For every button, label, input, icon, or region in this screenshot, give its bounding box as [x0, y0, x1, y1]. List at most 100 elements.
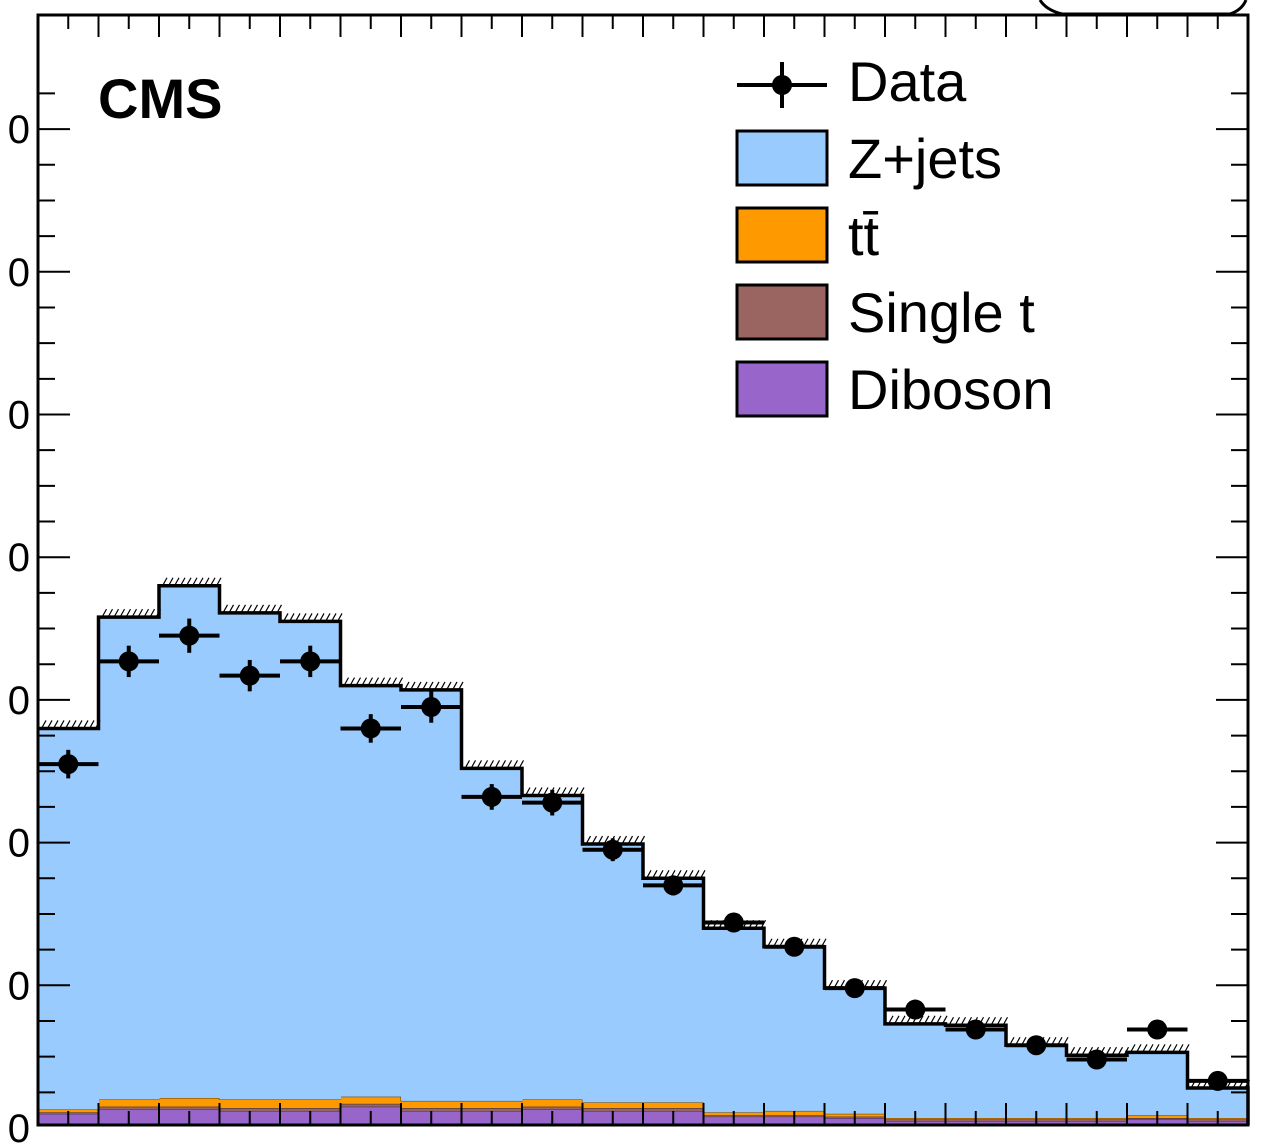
data-marker-18	[1147, 1019, 1168, 1040]
legend-entry-data: Data	[737, 50, 967, 113]
hatch-1	[100, 608, 162, 619]
hatch-16	[1008, 1036, 1069, 1047]
data-point-9	[582, 838, 643, 862]
hatch-17	[1068, 1046, 1130, 1057]
data-point-2	[159, 618, 220, 653]
ytick-label-7: 0	[8, 108, 30, 152]
data-point-8	[522, 789, 583, 816]
legend-swatch-singlet	[735, 283, 829, 341]
bar-tt-2	[159, 1098, 221, 1107]
hatch-14	[887, 1015, 948, 1026]
axis-ticks	[37, 15, 1249, 1125]
bar-tt-3	[219, 1099, 281, 1109]
bar-z-jets-10	[643, 878, 705, 1103]
data-marker-9	[602, 839, 623, 860]
bar-single-t-1	[98, 1106, 160, 1110]
bar-single-t-6	[401, 1108, 463, 1111]
bar-tt-4	[280, 1099, 342, 1109]
bar-z-jets-8	[522, 795, 584, 1100]
bar-z-jets-13	[824, 988, 886, 1114]
bar-z-jets-7	[461, 768, 523, 1101]
bar-tt-1	[98, 1099, 160, 1107]
data-point-3	[219, 659, 280, 692]
hatch-10	[645, 869, 706, 880]
bar-single-t-2	[159, 1106, 221, 1110]
bar-single-t-5	[340, 1103, 402, 1107]
bar-single-t-8	[522, 1106, 584, 1110]
data-point-1	[98, 645, 159, 678]
mc-uncertainty-hatch	[40, 577, 1251, 1090]
hatch-5	[342, 677, 404, 687]
hatch-11	[705, 919, 767, 930]
bar-z-jets-9	[582, 844, 644, 1103]
ytick-label-5: 0	[8, 394, 30, 438]
hatch-0	[40, 720, 101, 730]
ytick-label-1: 0	[8, 964, 30, 1008]
clipped-label-fragment	[1038, 0, 1248, 16]
bar-tt-7	[461, 1100, 523, 1109]
data-point-16	[1006, 1035, 1067, 1056]
bar-z-jets-16	[1006, 1045, 1068, 1119]
data-marker-2	[179, 625, 200, 646]
stacked-bars	[38, 585, 1248, 1125]
bar-z-jets-5	[340, 685, 402, 1097]
hatch-13	[826, 979, 888, 990]
data-marker-7	[481, 786, 502, 807]
data-point-14	[885, 999, 946, 1020]
hatch-12	[766, 938, 827, 949]
data-marker-5	[360, 718, 381, 739]
data-marker-13	[844, 978, 865, 999]
bar-tt-9	[582, 1102, 644, 1109]
legend-label-diboson: Diboson	[848, 358, 1053, 421]
data-point-0	[38, 749, 99, 779]
bar-tt-10	[643, 1102, 705, 1109]
hatch-15	[947, 1016, 1009, 1027]
bar-tt-8	[522, 1099, 584, 1107]
legend-entry-zjets: Z+jets	[735, 127, 1002, 190]
hatch-9	[584, 835, 646, 846]
mc-total-outline	[38, 583, 1250, 1125]
bar-tt-5	[340, 1096, 402, 1104]
data-point-18	[1127, 1019, 1188, 1040]
legend-data-marker	[772, 75, 792, 95]
legend-label-ttbar: tt̄	[848, 204, 880, 267]
hatch-8	[524, 787, 585, 797]
data-marker-14	[905, 999, 926, 1020]
hatch-4	[282, 613, 343, 623]
legend-entry-singlet: Single t	[735, 281, 1035, 344]
bar-single-t-4	[280, 1108, 342, 1111]
legend-label-data: Data	[848, 50, 967, 113]
legend-swatch-zjets	[735, 129, 829, 187]
ytick-label-4: 0	[8, 536, 30, 580]
hatch-18	[1129, 1044, 1190, 1054]
bar-z-jets-12	[764, 946, 826, 1111]
data-marker-17	[1086, 1049, 1107, 1070]
bar-tt-6	[401, 1100, 463, 1109]
ytick-label-6: 0	[8, 251, 30, 295]
data-marker-0	[58, 754, 79, 775]
data-point-10	[643, 875, 704, 896]
bar-z-jets-11	[703, 928, 765, 1113]
bar-single-t-3	[219, 1108, 281, 1111]
cms-label: CMS	[98, 67, 222, 130]
data-marker-10	[663, 875, 684, 896]
bar-tt-0	[38, 1109, 100, 1113]
data-point-15	[945, 1019, 1006, 1040]
data-marker-12	[784, 936, 805, 957]
data-marker-8	[542, 792, 563, 813]
ytick-label-2: 0	[8, 822, 30, 866]
data-marker-1	[118, 651, 139, 672]
data-point-17	[1066, 1049, 1127, 1070]
bar-z-jets-0	[38, 728, 100, 1110]
legend-label-zjets: Z+jets	[848, 127, 1002, 190]
hatch-7	[463, 760, 525, 770]
hatch-19	[1189, 1079, 1251, 1090]
hatch-2	[161, 577, 222, 588]
bar-z-jets-15	[945, 1025, 1007, 1119]
bar-z-jets-18	[1127, 1052, 1189, 1116]
bar-z-jets-6	[401, 689, 463, 1101]
legend-swatch-ttbar	[735, 206, 829, 264]
bar-single-t-9	[582, 1108, 644, 1111]
data-marker-15	[965, 1019, 986, 1040]
